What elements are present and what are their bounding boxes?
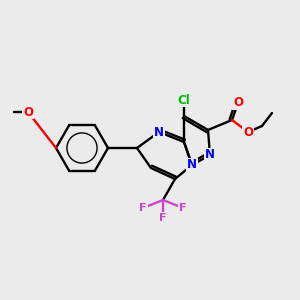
Text: F: F [179,203,187,213]
Text: F: F [159,213,167,223]
Text: N: N [187,158,197,172]
Text: O: O [243,125,253,139]
Text: N: N [154,125,164,139]
Text: Cl: Cl [178,94,190,106]
Text: N: N [205,148,215,161]
Text: O: O [233,97,243,110]
Text: F: F [139,203,147,213]
Text: O: O [23,106,33,118]
